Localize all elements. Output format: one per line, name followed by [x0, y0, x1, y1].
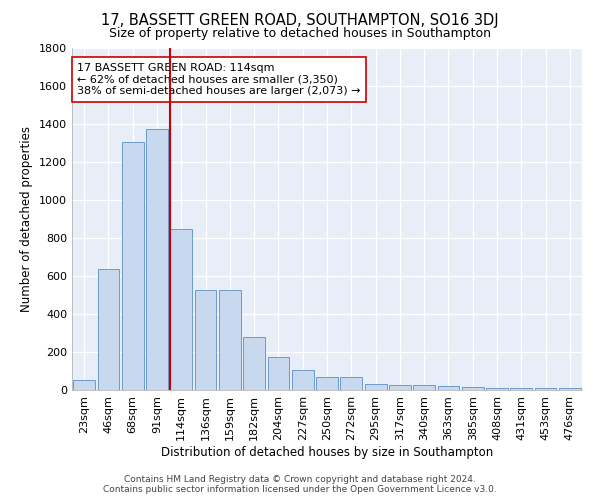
Bar — [389, 384, 411, 390]
Bar — [340, 377, 362, 390]
Text: Contains HM Land Registry data © Crown copyright and database right 2024.
Contai: Contains HM Land Registry data © Crown c… — [103, 474, 497, 494]
Bar — [170, 229, 192, 390]
Bar — [122, 142, 143, 390]
Bar — [511, 388, 532, 390]
Bar — [194, 290, 217, 390]
Text: Size of property relative to detached houses in Southampton: Size of property relative to detached ho… — [109, 28, 491, 40]
Bar — [219, 290, 241, 390]
Y-axis label: Number of detached properties: Number of detached properties — [20, 126, 34, 312]
Bar — [365, 384, 386, 390]
Bar — [437, 386, 460, 390]
Text: 17, BASSETT GREEN ROAD, SOUTHAMPTON, SO16 3DJ: 17, BASSETT GREEN ROAD, SOUTHAMPTON, SO1… — [101, 12, 499, 28]
Bar — [462, 387, 484, 390]
Bar — [146, 130, 168, 390]
Bar — [97, 269, 119, 390]
Bar — [316, 377, 338, 390]
Bar — [243, 336, 265, 390]
Bar — [559, 388, 581, 390]
Bar — [292, 370, 314, 390]
Bar — [413, 385, 435, 390]
Text: 17 BASSETT GREEN ROAD: 114sqm
← 62% of detached houses are smaller (3,350)
38% o: 17 BASSETT GREEN ROAD: 114sqm ← 62% of d… — [77, 63, 361, 96]
X-axis label: Distribution of detached houses by size in Southampton: Distribution of detached houses by size … — [161, 446, 493, 458]
Bar — [73, 380, 95, 390]
Bar — [268, 356, 289, 390]
Bar — [535, 388, 556, 390]
Bar — [486, 388, 508, 390]
